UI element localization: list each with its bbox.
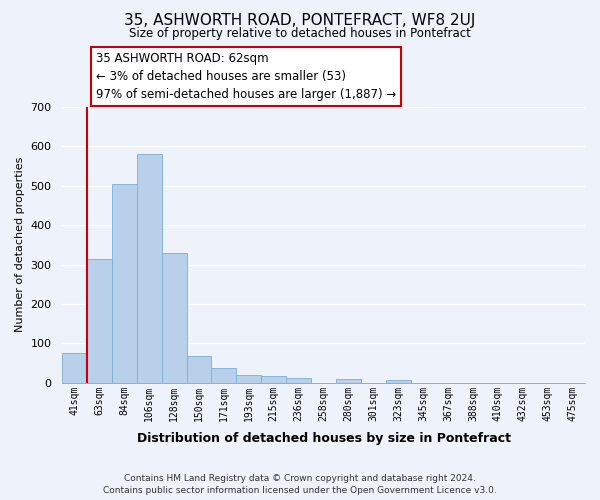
Bar [62,354,87,383]
Text: Size of property relative to detached houses in Pontefract: Size of property relative to detached ho… [129,28,471,40]
Bar [336,378,361,383]
Bar [161,252,187,383]
Bar [286,378,311,383]
Bar [187,356,211,383]
Text: Contains HM Land Registry data © Crown copyright and database right 2024.
Contai: Contains HM Land Registry data © Crown c… [103,474,497,495]
Bar [386,380,410,383]
X-axis label: Distribution of detached houses by size in Pontefract: Distribution of detached houses by size … [137,432,511,445]
Bar [236,375,261,383]
Text: 35 ASHWORTH ROAD: 62sqm
← 3% of detached houses are smaller (53)
97% of semi-det: 35 ASHWORTH ROAD: 62sqm ← 3% of detached… [96,52,397,101]
Y-axis label: Number of detached properties: Number of detached properties [15,157,25,332]
Bar [261,376,286,383]
Bar [137,154,161,383]
Bar [87,258,112,383]
Bar [112,184,137,383]
Bar [211,368,236,383]
Text: 35, ASHWORTH ROAD, PONTEFRACT, WF8 2UJ: 35, ASHWORTH ROAD, PONTEFRACT, WF8 2UJ [124,12,476,28]
